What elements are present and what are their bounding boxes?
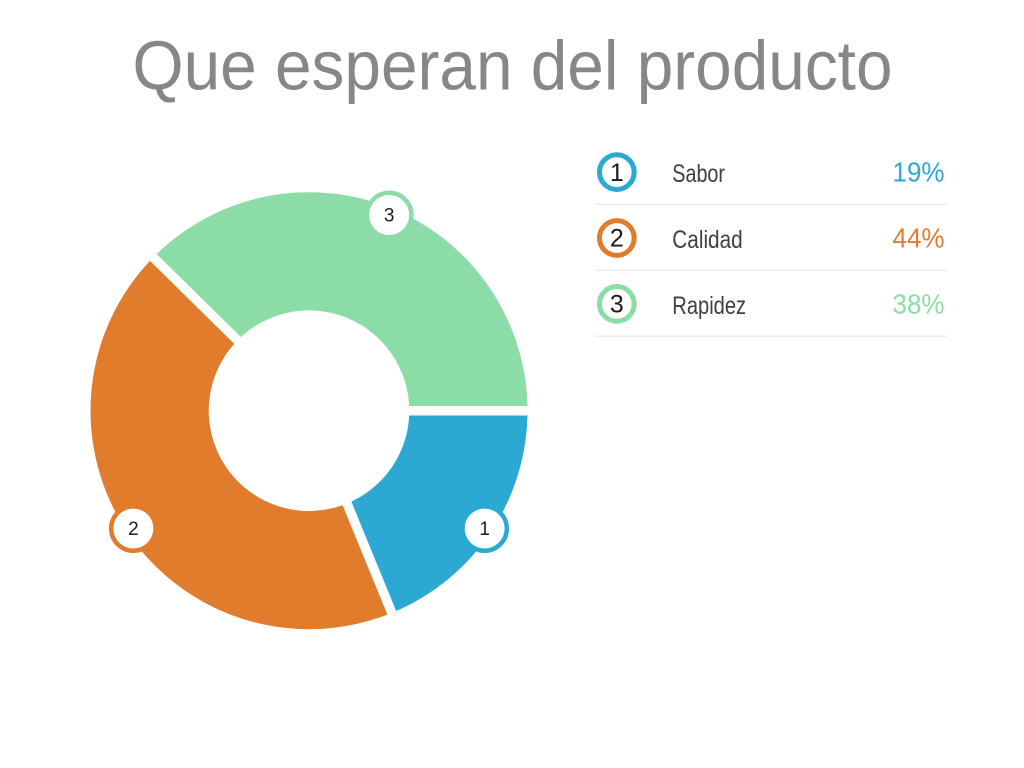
- svg-text:1: 1: [610, 159, 624, 187]
- svg-text:1: 1: [479, 519, 490, 540]
- svg-text:38%: 38%: [893, 288, 945, 319]
- svg-text:Calidad: Calidad: [672, 226, 742, 254]
- svg-text:Rapidez: Rapidez: [672, 292, 746, 320]
- svg-text:44%: 44%: [893, 223, 945, 254]
- svg-text:Que esperan del producto: Que esperan del producto: [133, 27, 893, 105]
- svg-text:3: 3: [610, 291, 624, 319]
- svg-text:2: 2: [128, 519, 139, 540]
- svg-text:Sabor: Sabor: [672, 160, 725, 188]
- svg-text:19%: 19%: [893, 157, 945, 188]
- svg-text:3: 3: [384, 206, 395, 227]
- svg-text:2: 2: [610, 225, 624, 253]
